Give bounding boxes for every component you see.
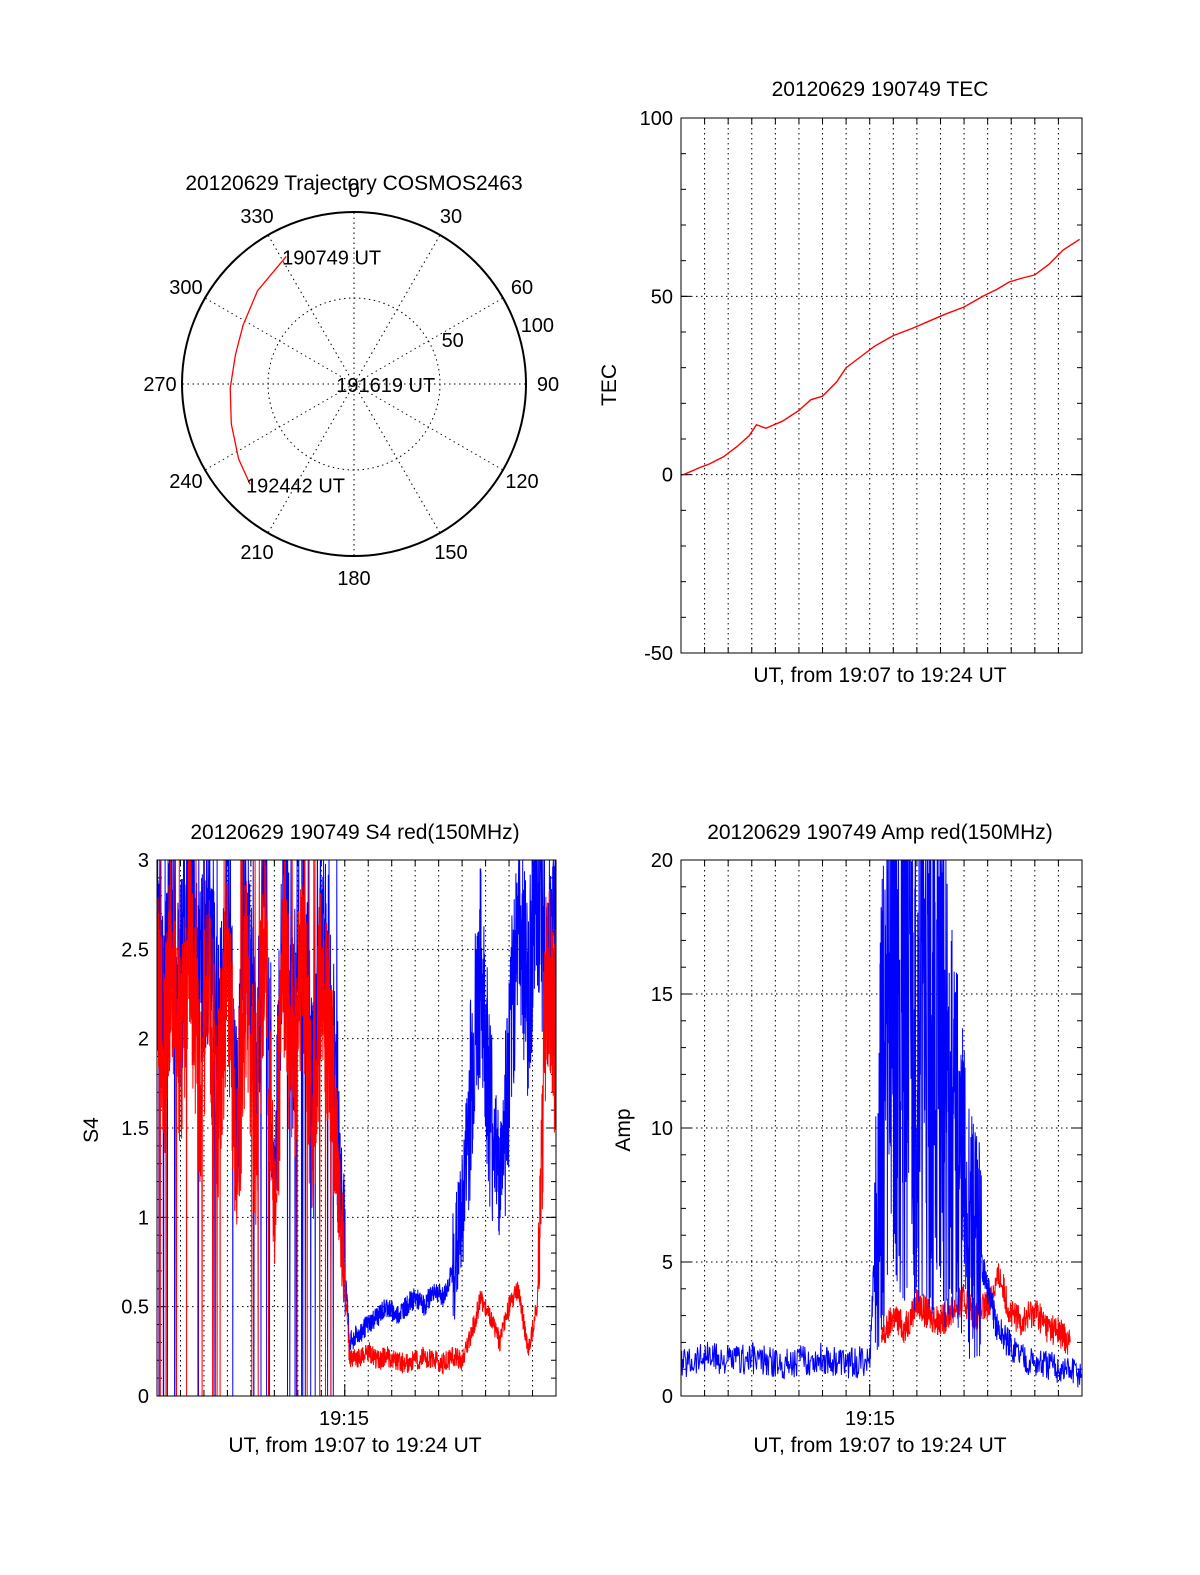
tec-xlabel: UT, from 19:07 to 19:24 UT: [753, 664, 1006, 687]
s4-xlabel: UT, from 19:07 to 19:24 UT: [228, 1434, 481, 1457]
amp-ylabel: Amp: [612, 1108, 635, 1151]
amp-ytick-label: 10: [651, 1118, 673, 1140]
s4-ytick-label: 1.5: [121, 1118, 149, 1140]
tec-series-0-line: [683, 238, 1080, 476]
amp-ytick-label: 15: [651, 984, 673, 1006]
polar-radial-label: 100: [521, 315, 554, 337]
polar-azimuth-label: 240: [169, 471, 202, 493]
polar-annotation: 190749 UT: [282, 247, 381, 269]
tec-plot-frame: [680, 117, 1083, 654]
tec-ytick-label: 0: [662, 465, 673, 487]
s4-ylabel: S4: [80, 1117, 103, 1143]
polar-outer-circle: [181, 211, 527, 557]
polar-spoke: [353, 234, 441, 385]
s4-ytick-label: 0: [138, 1386, 149, 1408]
polar-spoke: [267, 383, 355, 534]
s4-xtick-label: 19:15: [319, 1408, 369, 1430]
polar-azimuth-label: 90: [537, 374, 559, 396]
amp-series-1-line: [680, 859, 1083, 1388]
polar-trajectory-chart: 20120629 Trajectory COSMOS2463 0 30 60 90 12…: [143, 172, 559, 590]
polar-spoke: [204, 297, 355, 385]
s4-ytick-label: 2: [138, 1029, 149, 1051]
polar-spoke: [267, 234, 355, 385]
polar-azimuth-label: 30: [440, 206, 462, 228]
s4-ytick-label: 0.5: [121, 1297, 149, 1319]
tec-ylabel: TEC: [598, 364, 621, 406]
polar-radial-label: 50: [442, 330, 464, 352]
polar-title: 20120629 Trajectory COSMOS2463: [185, 172, 522, 195]
polar-azimuth-label: 120: [505, 471, 538, 493]
polar-azimuth-label: 0: [348, 180, 359, 202]
tec-ytick-label: 50: [651, 286, 673, 308]
tec-title: 20120629 190749 TEC: [772, 78, 989, 101]
amp-chart: 20120629 190749 Amp red(150MHz) 19:15 UT…: [612, 821, 1083, 1457]
s4-title: 20120629 190749 S4 red(150MHz): [190, 821, 519, 844]
tec-chart: 20120629 190749 TEC UT, from 19:07 to 19…: [598, 78, 1083, 687]
amp-xtick-label: 19:15: [845, 1408, 895, 1430]
s4-plot-frame: [156, 859, 557, 1397]
polar-azimuth-label: 270: [143, 374, 176, 396]
s4-ytick-label: 1: [138, 1207, 149, 1229]
tec-ytick-label: -50: [644, 643, 673, 665]
polar-annotation: 191619 UT: [336, 375, 435, 397]
polar-spoke: [353, 297, 504, 385]
s4-chart: 20120629 190749 S4 red(150MHz) 19:15 UT,…: [80, 821, 557, 1457]
polar-spoke: [353, 383, 441, 534]
amp-ytick-label: 20: [651, 850, 673, 872]
amp-series-0-line: [881, 1263, 1071, 1355]
tec-ytick-label: 100: [640, 108, 673, 130]
s4-ytick-label: 2.5: [121, 939, 149, 961]
polar-spoke: [204, 383, 355, 471]
polar-trajectory-line: [229, 255, 287, 485]
polar-azimuth-label: 330: [240, 206, 273, 228]
polar-azimuth-label: 300: [169, 277, 202, 299]
amp-title: 20120629 190749 Amp red(150MHz): [707, 821, 1053, 844]
amp-xlabel: UT, from 19:07 to 19:24 UT: [753, 1434, 1006, 1457]
polar-spoke: [353, 383, 504, 471]
polar-azimuth-label: 60: [511, 277, 533, 299]
polar-annotation: 192442 UT: [246, 475, 345, 497]
amp-ytick-label: 5: [662, 1252, 673, 1274]
s4-series-1-line: [156, 859, 557, 1397]
polar-azimuth-label: 180: [337, 568, 370, 590]
amp-plot-frame: [680, 859, 1083, 1397]
amp-ytick-label: 0: [662, 1386, 673, 1408]
polar-azimuth-label: 210: [240, 542, 273, 564]
s4-ytick-label: 3: [138, 850, 149, 872]
polar-azimuth-label: 150: [434, 542, 467, 564]
